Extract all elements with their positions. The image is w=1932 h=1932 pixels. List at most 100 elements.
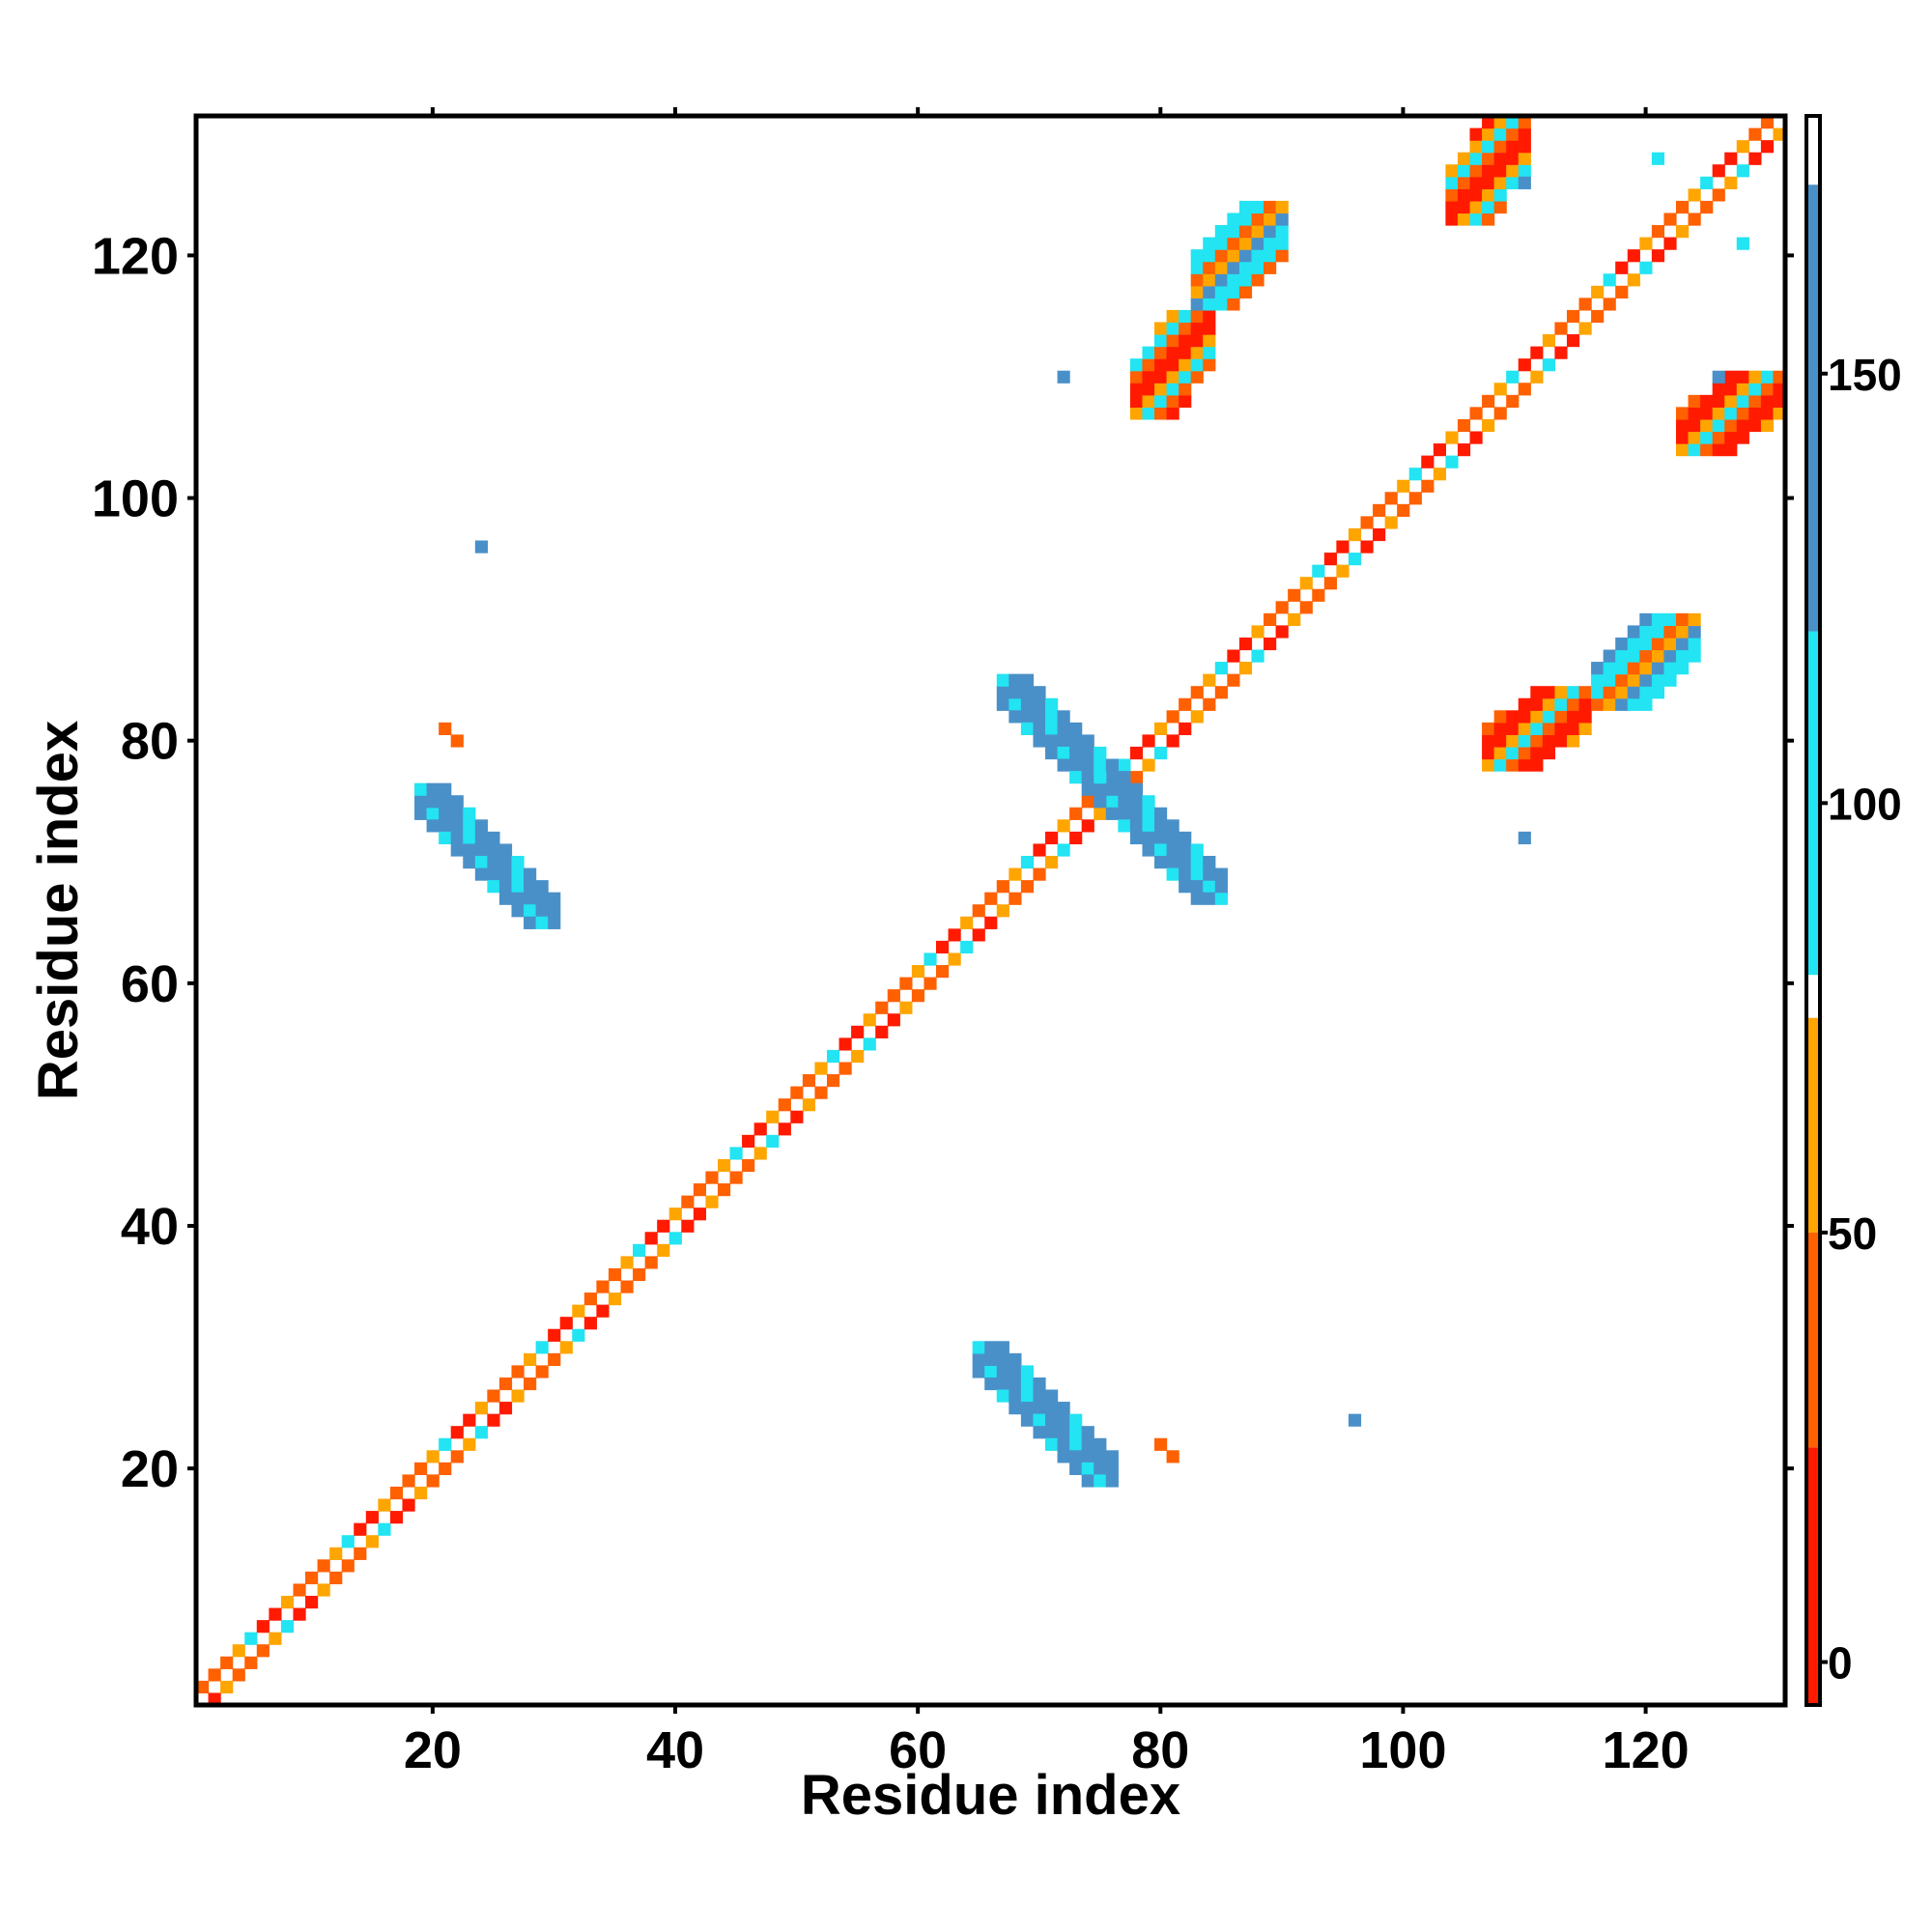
heatmap-cell [365,1535,379,1548]
heatmap-cell [911,989,925,1003]
heatmap-cell [535,904,549,918]
heatmap-cell [1264,200,1277,214]
heatmap-cell [1397,503,1410,517]
heatmap-cell [668,1208,682,1221]
heatmap-cell [1736,418,1749,433]
heatmap-cell [1688,612,1701,627]
heatmap-cell [1069,1450,1083,1463]
heatmap-cell [1033,710,1046,724]
heatmap-cell [1214,285,1228,298]
heatmap-cell [1264,612,1277,627]
heatmap-cell [1748,394,1762,408]
heatmap-cell [463,843,476,857]
heatmap-cell [620,1280,634,1293]
heatmap-cell [1129,807,1144,820]
heatmap-cell [1493,746,1507,760]
heatmap-cell [1214,686,1228,699]
heatmap-cell [1773,128,1786,141]
heatmap-cell [474,540,488,554]
heatmap-cell [535,1341,549,1354]
heatmap-cell [1493,140,1507,154]
heatmap-cell [1227,649,1240,663]
heatmap-cell [1214,867,1228,881]
heatmap-cell [463,1437,476,1451]
heatmap-cell [1105,795,1119,809]
heatmap-cell [996,686,1009,699]
heatmap-cell [1506,710,1520,724]
heatmap-cell [487,831,500,845]
heatmap-cell [1094,1437,1107,1451]
heatmap-cell [1469,431,1483,444]
heatmap-cell [1179,855,1192,869]
heatmap-cell [1748,370,1762,384]
heatmap-cell [1615,637,1629,651]
colorbar-tick-label: 0 [1828,1638,1853,1689]
heatmap-cell [1166,394,1179,408]
heatmap-cell [1142,734,1155,748]
heatmap-cell [548,892,561,905]
heatmap-cell [378,1522,391,1536]
heatmap-cell [220,1656,234,1669]
heatmap-cell [1663,612,1677,627]
heatmap-cell [1069,1426,1083,1439]
heatmap-cell [1566,722,1580,736]
heatmap-cell [511,1389,525,1403]
heatmap-cell [1166,710,1179,724]
heatmap-cell [1615,673,1629,687]
y-tick-label: 120 [92,227,179,285]
heatmap-cell [1045,1389,1059,1403]
heatmap-cell [1166,322,1179,335]
heatmap-cell [1214,662,1228,675]
heatmap-cell [1469,200,1483,214]
heatmap-cell [1142,383,1155,396]
heatmap-cell [1760,383,1775,396]
heatmap-cell [487,855,500,869]
heatmap-cell [1214,261,1228,274]
heatmap-cell [1663,649,1677,663]
heatmap-cell [1651,249,1665,263]
heatmap-cell [1639,697,1653,711]
heatmap-cell [1299,577,1313,590]
heatmap-cell [1179,383,1192,396]
heatmap-cell [1627,637,1640,651]
heatmap-cell [1482,140,1495,154]
heatmap-cell [1688,431,1701,444]
colorbar-band [1806,185,1820,632]
heatmap-cell [524,867,537,881]
heatmap-cell [450,831,464,845]
heatmap-cell [1179,309,1192,324]
heatmap-cell [1493,734,1507,748]
heatmap-cell [293,1583,306,1597]
heatmap-cell [1675,662,1690,675]
heatmap-cell [1675,200,1690,214]
heatmap-cell [1591,686,1605,699]
heatmap-cell [1069,722,1083,736]
heatmap-cell [1603,298,1616,311]
heatmap-cell [1748,128,1762,141]
heatmap-cell [1142,758,1155,772]
heatmap-cell [196,1680,210,1694]
heatmap-cell [1251,649,1264,663]
heatmap-cell [548,904,561,918]
heatmap-cell [1190,261,1204,274]
heatmap-cell [1627,273,1640,287]
heatmap-cell [1081,734,1094,748]
heatmap-cell [1033,686,1046,699]
heatmap-cell [1530,746,1544,760]
heatmap-cell [1251,237,1264,250]
heatmap-cell [1482,200,1495,214]
heatmap-cell [244,1656,258,1669]
heatmap-cell [996,1341,1009,1354]
colorbar-band [1806,1232,1820,1448]
heatmap-cell [1020,710,1035,724]
heatmap-cell [778,1122,791,1136]
heatmap-cell [1445,213,1459,226]
heatmap-cell [693,1183,707,1197]
x-tick-label: 120 [1603,1721,1690,1779]
heatmap-cell [1760,116,1775,129]
heatmap-cell [1251,261,1264,274]
heatmap-cell [524,904,537,918]
heatmap-cell [474,831,488,845]
heatmap-cell [1020,855,1035,869]
heatmap-cell [1639,237,1653,250]
